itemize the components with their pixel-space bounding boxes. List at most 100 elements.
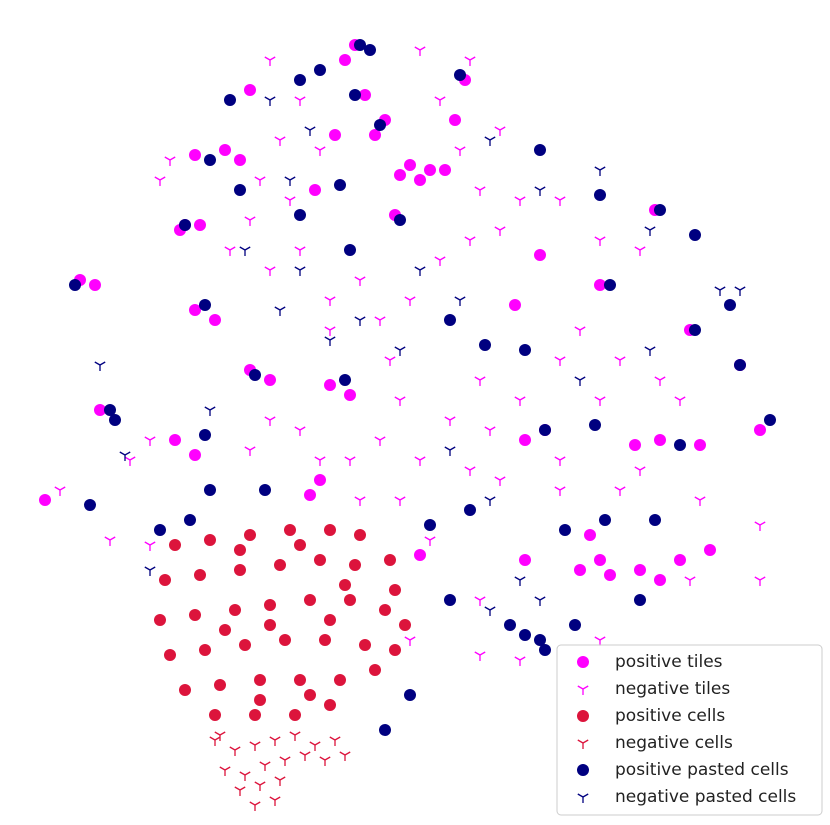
point	[479, 339, 491, 351]
point	[694, 439, 706, 451]
point	[584, 529, 596, 541]
point	[234, 184, 246, 196]
point	[164, 649, 176, 661]
point	[474, 186, 486, 196]
point	[194, 569, 206, 581]
point	[404, 636, 416, 646]
point	[119, 451, 131, 461]
point	[189, 304, 201, 316]
point	[309, 741, 321, 751]
point	[109, 414, 121, 426]
point	[379, 604, 391, 616]
point	[324, 296, 336, 306]
point	[504, 619, 516, 631]
legend-label: positive pasted cells	[615, 760, 789, 780]
point	[334, 179, 346, 191]
point	[514, 656, 526, 666]
point	[399, 619, 411, 631]
legend-marker	[577, 685, 589, 695]
point	[539, 644, 551, 656]
point	[534, 249, 546, 261]
point	[209, 736, 221, 746]
point	[284, 524, 296, 536]
point	[229, 746, 241, 756]
point	[484, 496, 496, 506]
point	[229, 604, 241, 616]
point	[264, 374, 276, 386]
point	[364, 44, 376, 56]
point	[259, 761, 271, 771]
point	[304, 594, 316, 606]
point	[269, 796, 281, 806]
point	[324, 379, 336, 391]
point	[314, 64, 326, 76]
point	[414, 266, 426, 276]
point	[314, 554, 326, 566]
point	[484, 606, 496, 616]
point	[714, 286, 726, 296]
point	[294, 266, 306, 276]
point	[464, 236, 476, 246]
point	[94, 361, 106, 371]
point	[434, 256, 446, 266]
point	[94, 404, 106, 416]
point	[424, 519, 436, 531]
point	[339, 374, 351, 386]
point	[299, 751, 311, 761]
point	[209, 314, 221, 326]
point	[379, 724, 391, 736]
point	[259, 484, 271, 496]
point	[219, 624, 231, 636]
point	[304, 689, 316, 701]
point	[234, 786, 246, 796]
point	[644, 226, 656, 236]
point	[249, 709, 261, 721]
point	[369, 129, 381, 141]
point	[494, 126, 506, 136]
point	[249, 741, 261, 751]
point	[634, 466, 646, 476]
point	[249, 369, 261, 381]
legend-box	[556, 644, 823, 816]
point	[574, 326, 586, 336]
point	[154, 524, 166, 536]
point	[274, 136, 286, 146]
point	[354, 39, 366, 51]
point	[204, 406, 216, 416]
point	[594, 554, 606, 566]
point	[424, 164, 436, 176]
point	[104, 404, 116, 416]
point	[654, 376, 666, 386]
point	[294, 426, 306, 436]
point	[424, 536, 436, 546]
point	[684, 576, 696, 586]
point	[374, 316, 386, 326]
point	[304, 126, 316, 136]
point	[554, 356, 566, 366]
point	[224, 246, 236, 256]
point	[344, 244, 356, 256]
point	[294, 74, 306, 86]
point	[244, 446, 256, 456]
point	[289, 709, 301, 721]
point	[264, 96, 276, 106]
point	[309, 184, 321, 196]
point	[199, 299, 211, 311]
point	[239, 771, 251, 781]
point	[654, 204, 666, 216]
point	[179, 219, 191, 231]
point	[394, 214, 406, 226]
point	[184, 514, 196, 526]
point	[124, 456, 136, 466]
point	[394, 346, 406, 356]
point	[384, 554, 396, 566]
point	[329, 736, 341, 746]
point	[239, 639, 251, 651]
point	[754, 576, 766, 586]
point	[294, 246, 306, 256]
legend: positive tiles negative tiles positive cel…	[556, 644, 823, 816]
point	[354, 316, 366, 326]
point	[344, 594, 356, 606]
point	[264, 266, 276, 276]
point	[539, 424, 551, 436]
